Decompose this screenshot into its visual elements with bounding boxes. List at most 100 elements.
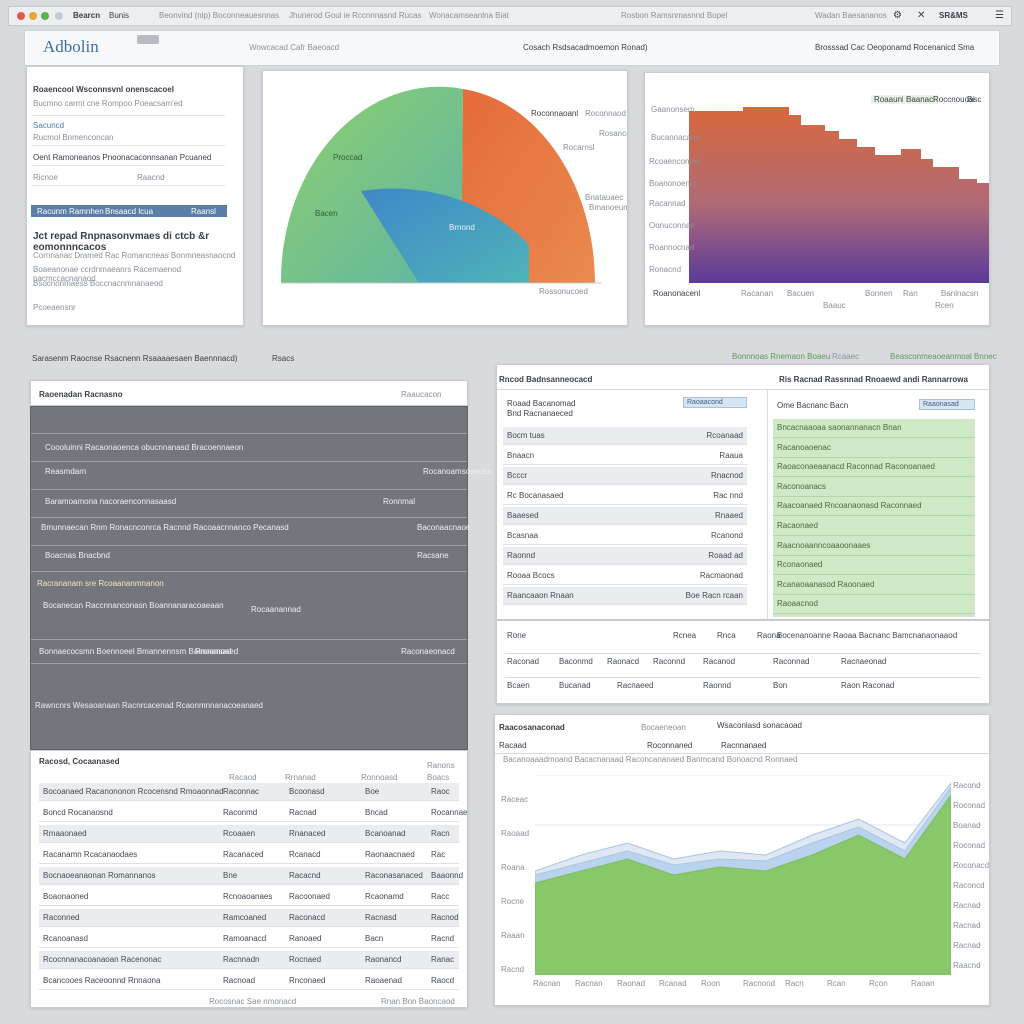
list-item-value: Roaad ad xyxy=(708,551,743,560)
green-list-text: Raconoanacs xyxy=(777,481,826,491)
gray-row-4[interactable]: Bmunnaecan Rnm Ronacnconrca Racnnd Racoa… xyxy=(41,523,289,532)
app-logo[interactable]: Adbolin xyxy=(43,37,99,56)
list-item[interactable]: Bnaacn Raaua xyxy=(503,447,747,465)
list-item[interactable]: Rc Bocanasaed Rac nnd xyxy=(503,487,747,505)
field-3-right[interactable]: Raacnd xyxy=(137,173,165,182)
left-subpanel-subheader: Bnd Racnanaeced xyxy=(507,409,573,418)
table-cell: Bocoanaed Racanononon Rcocensnd Rmoaonna… xyxy=(43,787,224,796)
footer-link[interactable]: Pcoeaensnr xyxy=(33,303,76,312)
gray-row-9[interactable]: Rawncnrs Wesaoanaan Racnrcacenad Rcaonmn… xyxy=(35,701,263,710)
pie-label-7: Bacen xyxy=(315,209,338,218)
table-cell: Rcanacd xyxy=(289,850,321,859)
gray-row-3[interactable]: Baramoamona nacoraenconnasaasd xyxy=(45,497,177,506)
x-axis-label: Racnan xyxy=(575,979,603,988)
green-list-row[interactable]: Rconaonaed xyxy=(773,556,975,576)
green-list-text: Racanoaoenac xyxy=(777,442,831,452)
gray-row-5[interactable]: Boacnas Bnacbnd xyxy=(45,551,110,560)
x-axis-label: Racn xyxy=(785,979,804,988)
green-list-row[interactable]: Raoaacnod xyxy=(773,595,975,615)
table-row[interactable]: Racanamn Rcacanaodaes Racanaced Rcanacd Rao… xyxy=(39,846,459,864)
table-cell: Raoaenad xyxy=(365,976,402,985)
list-item[interactable]: Raonnd Roaad ad xyxy=(503,547,747,565)
green-list-row[interactable]: Raacnoaanncoaaoonaaes xyxy=(773,537,975,556)
green-list-row[interactable]: Bncacnaaoaa saonannanacn Bnan xyxy=(773,419,975,438)
chrome-item-3[interactable]: SR&MS xyxy=(939,11,968,20)
table-row[interactable]: Rcocnnanacoanaoan Racenonac Racnnadn Rocna… xyxy=(39,951,459,969)
legend-item-4[interactable]: Bi xyxy=(967,95,975,104)
minimize-window-icon[interactable] xyxy=(29,12,37,20)
pie-slice-blue[interactable] xyxy=(361,188,529,283)
table-cell: Racnod xyxy=(431,913,459,922)
table-row[interactable]: Raconned Ramcoaned Raconacd Racnasd Racnod xyxy=(39,909,459,927)
table-cell: Bncad xyxy=(365,808,388,817)
list-item[interactable]: Raancaaon Rnaan Boe Racn rcaan xyxy=(503,587,747,605)
chrome-item-2[interactable]: Wadan Baesananos xyxy=(815,11,887,20)
close-icon[interactable]: ✕ xyxy=(917,10,926,21)
area-series-3[interactable] xyxy=(535,794,951,975)
green-list-row[interactable]: Racanoaoenac xyxy=(773,439,975,458)
gray-row-1[interactable]: Coooluinni Racaonaoenca obucnnanasd Brac… xyxy=(45,443,244,452)
table-row[interactable]: Rcanoanasd Ramoanacd Ranoaed Bacn Racnd xyxy=(39,930,459,948)
list-item-label: Rooaa Bcocs xyxy=(507,571,555,580)
green-list-row[interactable]: Rcanaoaanasod Raoonaed xyxy=(773,576,975,595)
gray-row-7[interactable]: Bocanecan Raccnnanconasn Boannanaracoaea… xyxy=(43,601,224,610)
legend-item-1[interactable]: Roaaunld xyxy=(871,95,912,104)
table-row[interactable]: Bocoanaed Racanononon Rcocensnd Rmoaonna… xyxy=(39,783,459,801)
table-cell: Racnad xyxy=(289,808,317,817)
close-window-icon[interactable] xyxy=(17,12,25,20)
list-item[interactable]: Bcccr Rnacnod xyxy=(503,467,747,485)
tab-5[interactable]: Wonacamseanlna Biat xyxy=(429,11,509,20)
right-subpanel-input[interactable]: Raaonasad xyxy=(919,399,975,410)
y-axis-label-right: Racond xyxy=(953,781,981,790)
tab-2[interactable]: Bunis xyxy=(109,11,130,20)
gray-row-8[interactable]: Bonnaecocsmn Boennoeel Bmannennsm Baeona… xyxy=(39,647,239,656)
tab-4[interactable]: Jhunerod Goul ie Rccnnnasnd Rucas xyxy=(289,11,422,20)
green-list-row[interactable]: Racaonaed xyxy=(773,517,975,536)
left-table-title-right[interactable]: Raaucacon xyxy=(401,390,442,399)
column-header-1[interactable]: Racaod xyxy=(229,773,257,782)
table-row[interactable]: Rmaaonaed Rcoaaen Rnanaced Bcanoanad Racn xyxy=(39,825,459,843)
filter-bar[interactable]: Racunm Ramnhen Bnsaacd lcua Raansl xyxy=(31,205,227,217)
field-3-left[interactable]: Ricnoe xyxy=(33,173,58,182)
strip-cell: Bucanad xyxy=(559,681,591,690)
table-row[interactable]: Boncd Rocanaosnd Raconmd Racnad Bncad Rocann… xyxy=(39,804,467,822)
table-row[interactable]: Bocnaoeanaonan Romannanos Bne Racacnd Racon… xyxy=(39,867,463,885)
column-header-2[interactable]: Rrnanad xyxy=(285,773,316,782)
green-list-row[interactable]: Raacoanaed Rncoanaonasd Raconnaed xyxy=(773,497,975,517)
table-cell: Rcanoanasd xyxy=(43,934,88,943)
legend-item-2[interactable]: Baanacl xyxy=(903,95,938,104)
settings-icon[interactable]: ⚙ xyxy=(893,10,902,21)
table-row[interactable]: Boaonaoned Rcnoaoanaes Racoonaed Rcaonamd Ra… xyxy=(39,888,459,906)
area-top-series[interactable] xyxy=(689,107,990,283)
gray-row-6[interactable]: Racrananam sre Rcoaananmnanon xyxy=(37,579,164,588)
bottom-chart-legend[interactable]: Bacanoaaadmoand Bacacnanaad Raconcananae… xyxy=(503,755,798,764)
list-item[interactable]: Rooaa Bcocs Racmaonad xyxy=(503,567,747,585)
search-input[interactable]: Raoaacond xyxy=(683,397,747,408)
divider xyxy=(33,115,225,116)
maximize-window-icon[interactable] xyxy=(41,12,49,20)
column-header-4[interactable]: Boacs xyxy=(427,773,450,782)
strip-cell: Bcaen xyxy=(507,681,530,690)
menu-icon[interactable]: ☰ xyxy=(995,10,1004,21)
tab-1[interactable]: Bearcn xyxy=(73,11,101,20)
bottom-chart-title-right: Wsaconlasd sonacaoad xyxy=(717,721,802,730)
table-row[interactable]: Bcancooes Raceoonnd Rnnaona Racnoad Rncona… xyxy=(39,972,459,990)
column-header-3[interactable]: Ronnoasd xyxy=(361,773,398,782)
list-item[interactable]: Baaesed Rnaaed xyxy=(503,507,747,525)
gray-row-2[interactable]: Reasmdarn xyxy=(45,467,87,476)
green-list: Bncacnaaoaa saonannanacn Bnan Racanoaoena… xyxy=(773,419,975,617)
field-2[interactable]: Oent Ramoneanos Pnoonacaconnsanan Pcuane… xyxy=(33,153,212,162)
green-list-row[interactable]: Raconoanacs xyxy=(773,478,975,497)
table-cell: Bne xyxy=(223,871,238,880)
tab-3[interactable]: Beonvind (nlp) Boconneauesnnas xyxy=(159,11,280,20)
pie-label-2: Roconnaod xyxy=(585,109,626,118)
green-list-row[interactable]: Raoaconaeaanacd Raconnad Raconoanaed xyxy=(773,458,975,478)
list-item[interactable]: Bocm tuas Rcoanaad xyxy=(503,427,747,445)
y-axis-label: Rocne xyxy=(501,897,525,906)
chrome-item-1[interactable]: Rosbon Ramsnmasnnd Bopel xyxy=(621,11,728,20)
field-1-label: Sacuncd xyxy=(33,121,65,130)
list-item[interactable]: Bcasnaa Rcanond xyxy=(503,527,747,545)
field-1-value[interactable]: Rucmol Bnmenconcan xyxy=(33,133,114,142)
table-subtitle-right[interactable]: Ranons xyxy=(427,761,455,770)
legend-item-3[interactable]: Roccnouoasc xyxy=(933,95,982,104)
